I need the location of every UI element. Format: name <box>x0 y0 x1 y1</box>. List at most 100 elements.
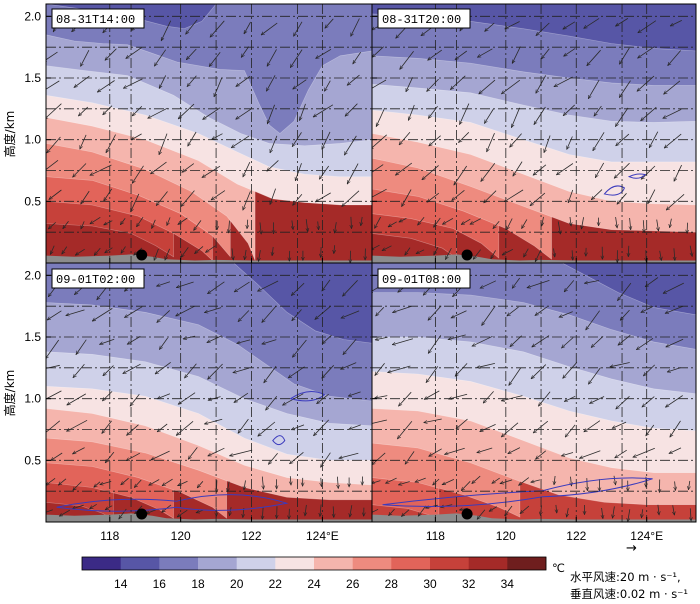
wind-vector <box>673 164 682 181</box>
wind-vector <box>300 103 306 121</box>
wind-vector <box>533 420 549 433</box>
temperature-band-16 <box>46 263 372 344</box>
wind-vector <box>346 163 359 184</box>
wind-vector <box>247 219 248 229</box>
wind-vector <box>188 447 198 459</box>
colorbar-label: 34 <box>501 577 515 591</box>
wind-vector <box>210 20 225 37</box>
panel-title: 08-31T14:00 <box>56 13 135 27</box>
wind-vector <box>244 480 246 490</box>
x-tick-label: 122 <box>566 529 586 543</box>
wind-vector <box>584 280 599 284</box>
wind-vector <box>531 479 541 482</box>
x-tick-label: 124°E <box>306 529 339 543</box>
wind-vector <box>347 74 360 85</box>
terrain <box>372 254 696 263</box>
wind-vector <box>382 245 392 251</box>
wind-vector <box>665 395 683 408</box>
wind-vector <box>641 106 657 121</box>
wind-vector <box>288 366 305 378</box>
wind-vector <box>588 79 600 99</box>
wind-vector <box>177 509 188 517</box>
wind-vector <box>504 189 524 202</box>
wind-vector <box>232 248 233 260</box>
wind-vector <box>633 447 655 457</box>
wind-vector <box>58 478 67 485</box>
wind-vector <box>512 277 521 288</box>
wind-vector <box>372 508 379 513</box>
colorbar-label: 32 <box>462 577 476 591</box>
wind-vector <box>148 107 168 119</box>
wind-vector <box>591 336 604 347</box>
wind-vector <box>562 337 574 349</box>
panel-title: 08-31T20:00 <box>382 13 461 27</box>
wind-vector <box>581 217 584 229</box>
overlay-layer <box>372 277 696 522</box>
wind-vector <box>507 306 519 316</box>
y-axis-label-top: 高度/km <box>2 111 17 158</box>
wind-vector <box>565 424 576 437</box>
terrain <box>46 513 372 522</box>
wind-vector <box>594 105 602 116</box>
colorbar-label: 20 <box>230 577 244 591</box>
wind-vector <box>563 362 578 378</box>
y-axis-label-bottom: 高度/km <box>2 370 17 417</box>
wind-vector <box>81 190 90 204</box>
wind-vector <box>511 107 520 128</box>
wind-vector <box>670 20 682 27</box>
wind-vector <box>567 508 569 517</box>
wind-legend: → 水平风速:20 m · s⁻¹, 垂直风速:0.02 m · s⁻¹ <box>570 541 688 601</box>
y-tick-labels: 0.5 1.0 1.5 2.0 0.5 1.0 1.5 2.0 <box>24 9 41 467</box>
wind-vector <box>100 338 115 344</box>
wind-vector <box>375 395 388 398</box>
wind-vector <box>490 250 496 258</box>
wind-vector <box>690 245 692 257</box>
wind-vector <box>156 191 168 206</box>
wind-vector <box>154 49 167 66</box>
wind-vector <box>290 476 291 485</box>
wind-vector <box>401 189 412 207</box>
wind-vector <box>266 396 278 410</box>
wind-vector <box>292 220 293 229</box>
wind-vector <box>405 77 413 92</box>
wind-vector <box>665 305 684 313</box>
wind-legend-horizontal: 水平风速:20 m · s⁻¹, <box>570 570 681 584</box>
wind-vector <box>483 391 494 403</box>
wind-vector <box>643 220 644 232</box>
wind-vector <box>75 248 85 255</box>
wind-vector <box>186 19 198 35</box>
wind-vector <box>401 509 410 517</box>
wind-vector <box>270 135 278 153</box>
wind-vector <box>588 367 601 385</box>
wind-vector <box>660 250 662 261</box>
wind-vector <box>305 504 307 516</box>
wind-vector <box>204 418 223 424</box>
wind-vector <box>261 22 278 35</box>
wind-vector <box>195 246 204 253</box>
wind-vector <box>100 481 112 484</box>
wind-vector <box>94 247 101 255</box>
wind-vector <box>372 79 387 89</box>
wind-vector <box>46 103 62 119</box>
wind-vector <box>618 282 632 301</box>
wind-vector <box>349 424 361 430</box>
colorbar-label: 14 <box>114 577 128 591</box>
wind-vector <box>245 249 247 260</box>
wind-vector <box>372 480 381 484</box>
wind-vector <box>67 393 87 405</box>
wind-vector <box>151 219 156 229</box>
wind-vector <box>314 419 329 436</box>
wind-vector <box>428 335 442 353</box>
wind-vector <box>669 447 682 454</box>
wind-vector <box>459 103 470 125</box>
x-tick-label: 124°E <box>630 529 663 543</box>
wind-vector <box>570 216 571 226</box>
wind-vector <box>181 190 195 207</box>
wind-vector <box>292 132 302 146</box>
wind-vector <box>408 104 415 120</box>
wind-vector <box>538 391 551 406</box>
wind-vector <box>337 476 338 489</box>
wind-vector <box>97 80 115 93</box>
wind-vector <box>322 279 331 291</box>
